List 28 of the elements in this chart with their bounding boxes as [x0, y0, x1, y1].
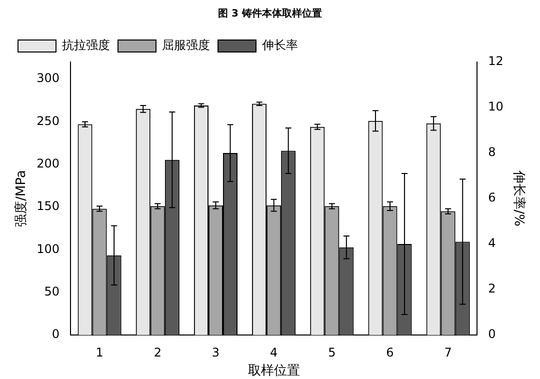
y-tick-label: 0 [52, 327, 60, 342]
y2-tick-label: 0 [488, 327, 496, 342]
legend-label: 伸长率 [261, 38, 298, 52]
x-tick-label: 6 [386, 345, 394, 360]
y2-tick-label: 6 [488, 190, 496, 205]
y2-tick-label: 2 [488, 282, 496, 296]
x-tick-label: 4 [270, 345, 278, 360]
y-tick-label: 100 [36, 242, 60, 256]
chart-title: 图 3 铸件本体取样位置 [218, 8, 322, 20]
legend-label: 屈服强度 [162, 38, 210, 52]
x-tick-label: 1 [96, 345, 104, 360]
legend-label: 抗拉强度 [62, 38, 110, 52]
y2-tick-label: 10 [488, 100, 504, 114]
x-tick-label: 7 [444, 345, 452, 360]
x-tick-label: 3 [212, 345, 220, 360]
y-tick-label: 250 [36, 114, 60, 128]
y2-tick-label: 8 [488, 145, 496, 160]
y-tick-label: 150 [36, 199, 60, 214]
y2-tick-label: 4 [488, 236, 496, 250]
x-axis-title: 取样位置 [248, 364, 300, 379]
y2-tick-label: 12 [488, 54, 504, 68]
x-tick-label: 2 [154, 345, 162, 360]
y2-axis-title: 伸长率/% [510, 170, 527, 226]
x-tick-label: 5 [328, 345, 336, 360]
y-tick-label: 200 [36, 156, 60, 170]
y-tick-label: 50 [44, 284, 60, 298]
y-axis-title: 强度/MPa [13, 170, 30, 227]
y-tick-label: 300 [36, 71, 60, 86]
